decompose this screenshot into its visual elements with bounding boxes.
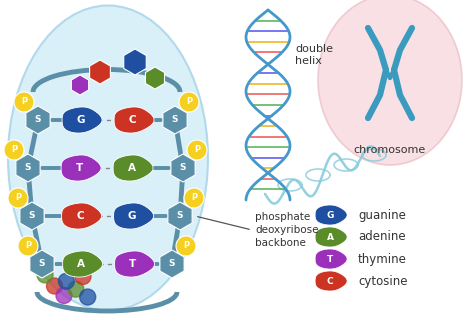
Text: S: S [169, 259, 175, 269]
Text: T: T [327, 254, 333, 264]
Circle shape [187, 140, 207, 160]
Text: thymine: thymine [358, 252, 407, 265]
Text: P: P [183, 241, 189, 251]
Polygon shape [114, 203, 154, 229]
Polygon shape [61, 155, 101, 181]
Circle shape [179, 92, 199, 112]
Text: T: T [76, 163, 83, 173]
Text: P: P [191, 193, 197, 203]
Polygon shape [124, 49, 146, 75]
Text: adenine: adenine [358, 230, 406, 244]
Text: S: S [180, 163, 186, 173]
Text: S: S [172, 116, 178, 125]
Circle shape [14, 92, 34, 112]
Circle shape [75, 269, 91, 284]
Polygon shape [72, 75, 89, 95]
Polygon shape [163, 106, 187, 134]
Text: G: G [76, 115, 85, 125]
Circle shape [37, 267, 53, 283]
Polygon shape [26, 106, 50, 134]
Polygon shape [315, 227, 347, 247]
Polygon shape [168, 202, 192, 230]
Text: chromosome: chromosome [354, 145, 426, 155]
Polygon shape [16, 154, 40, 182]
Text: S: S [35, 116, 41, 125]
Polygon shape [62, 107, 102, 133]
Circle shape [176, 236, 196, 256]
Text: G: G [326, 210, 334, 220]
Polygon shape [62, 203, 101, 229]
Circle shape [80, 289, 96, 305]
Polygon shape [160, 250, 184, 278]
Text: T: T [129, 259, 137, 269]
Circle shape [46, 278, 63, 294]
Circle shape [4, 140, 24, 160]
Text: P: P [25, 241, 31, 251]
Text: P: P [11, 145, 17, 155]
Polygon shape [63, 251, 102, 277]
Text: P: P [15, 193, 21, 203]
Text: P: P [186, 98, 192, 106]
Text: P: P [21, 98, 27, 106]
Circle shape [58, 273, 74, 289]
Text: G: G [128, 211, 136, 221]
Ellipse shape [8, 5, 208, 311]
Text: P: P [194, 145, 200, 155]
Text: cytosine: cytosine [358, 275, 408, 288]
Polygon shape [20, 202, 44, 230]
Text: S: S [29, 211, 35, 221]
Polygon shape [115, 251, 155, 277]
Circle shape [184, 188, 204, 208]
Ellipse shape [318, 0, 462, 165]
Circle shape [68, 281, 84, 297]
Polygon shape [90, 60, 110, 84]
Text: C: C [128, 115, 137, 125]
Polygon shape [315, 205, 347, 225]
Text: A: A [327, 233, 334, 241]
Text: A: A [128, 163, 136, 173]
Text: C: C [327, 276, 333, 285]
Text: guanine: guanine [358, 209, 406, 222]
Circle shape [56, 288, 72, 303]
Text: S: S [177, 211, 183, 221]
Polygon shape [30, 250, 54, 278]
Polygon shape [113, 155, 153, 181]
Polygon shape [146, 67, 164, 89]
Text: C: C [76, 211, 84, 221]
Polygon shape [171, 154, 195, 182]
Text: A: A [77, 259, 85, 269]
Text: S: S [25, 163, 31, 173]
Polygon shape [315, 271, 347, 291]
Polygon shape [114, 107, 154, 133]
Circle shape [18, 236, 38, 256]
Polygon shape [315, 249, 347, 269]
Circle shape [8, 188, 28, 208]
Text: double
helix: double helix [295, 44, 333, 66]
Text: phosphate
deoxyribose
backbone: phosphate deoxyribose backbone [255, 212, 319, 248]
Text: S: S [39, 259, 45, 269]
